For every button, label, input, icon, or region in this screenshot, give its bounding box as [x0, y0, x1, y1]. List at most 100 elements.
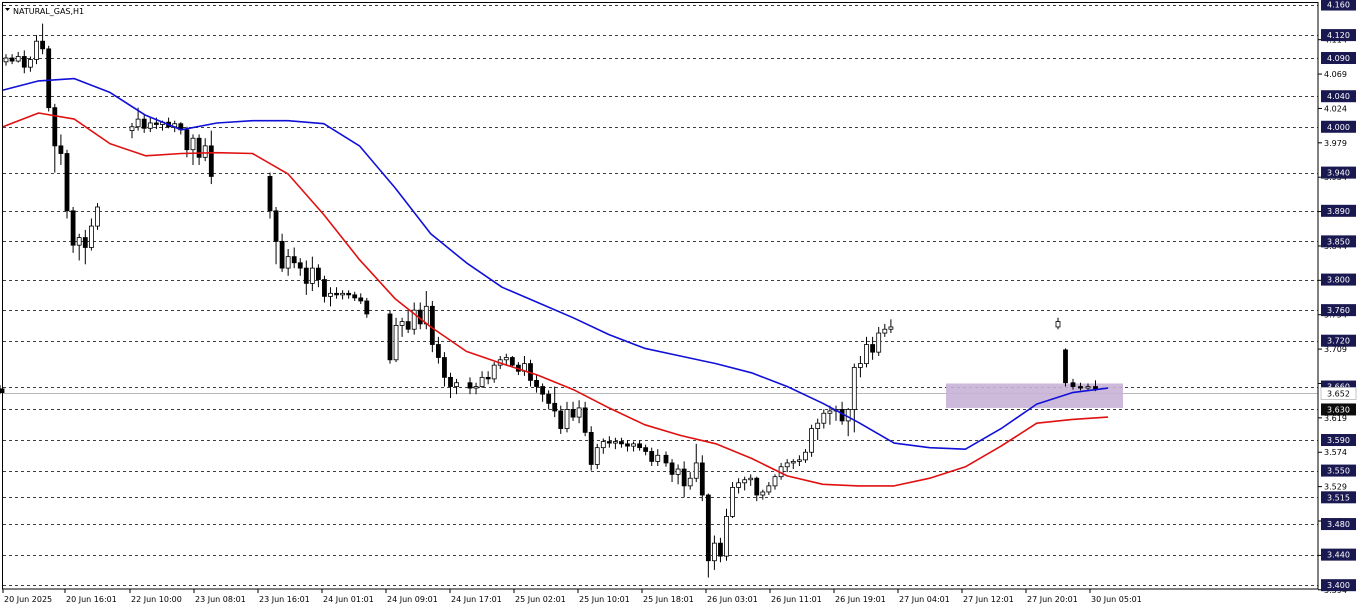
candle-body-bear: [405, 321, 411, 330]
x-tick-label: 23 Jun 08:01: [195, 595, 246, 604]
candle-body-bear: [52, 107, 58, 147]
candle-body-bear: [184, 129, 190, 151]
candle-body-bear: [346, 292, 352, 296]
level-label: 3.760: [1327, 306, 1350, 315]
level-label: 4.040: [1327, 92, 1350, 101]
candle: [631, 441, 636, 452]
candle-body-bear: [82, 237, 88, 248]
y-tick-label: 4.069: [1324, 70, 1347, 79]
candle-body-bull: [576, 407, 582, 418]
candle-body-bear: [291, 256, 297, 264]
candle-body-bear: [387, 313, 393, 361]
candle: [76, 233, 82, 261]
level-label-box: [1321, 204, 1356, 217]
level-label-box: [1321, 273, 1356, 286]
x-tick-label: 24 Jun 09:01: [387, 595, 438, 604]
candle: [1063, 348, 1068, 387]
candle: [273, 206, 279, 265]
candle-body-bear: [442, 357, 447, 378]
candle: [509, 355, 515, 368]
candle: [1078, 382, 1083, 391]
dropdown-arrow-icon[interactable]: [5, 8, 10, 11]
candle-body-bear: [267, 176, 273, 212]
level-label: 3.630: [1327, 405, 1350, 414]
candle: [643, 444, 649, 456]
candle-body-bear: [558, 410, 564, 429]
candle-body-bear: [315, 267, 321, 280]
candle: [687, 472, 693, 490]
candle-body-bear: [754, 477, 760, 496]
candle: [663, 451, 669, 467]
candle: [202, 138, 208, 162]
candle-body-bear: [322, 279, 327, 297]
candle: [888, 319, 894, 334]
candle: [141, 115, 147, 133]
candle-body-bear: [663, 454, 669, 464]
candle: [760, 489, 766, 500]
level-label-box: [1321, 29, 1356, 42]
candle-body-bull: [724, 516, 729, 557]
candle: [600, 438, 606, 454]
candle-body-bear: [303, 267, 309, 284]
y-tick-label: 3.529: [1324, 483, 1347, 492]
candle-body-bear: [546, 393, 552, 404]
candle: [827, 405, 833, 425]
x-tick-label: 26 Jun 11:01: [771, 595, 822, 604]
candle: [570, 401, 576, 421]
candle-body-bear: [46, 48, 52, 109]
candle: [821, 409, 827, 429]
candle: [699, 455, 705, 502]
candle-body-bull: [491, 364, 497, 380]
candle: [815, 418, 821, 441]
level-label-box: [1321, 304, 1356, 317]
candle-body-bull: [454, 382, 459, 387]
candle: [649, 447, 655, 466]
candle: [184, 126, 190, 158]
candle-body-bull: [399, 321, 405, 326]
level-label: 3.890: [1327, 207, 1350, 216]
candle: [655, 449, 661, 466]
level-label-box: [1321, 52, 1356, 65]
x-tick-label: 22 Jun 10:00: [131, 595, 182, 604]
candle: [681, 461, 687, 498]
ma-red-line: [2, 112, 1109, 487]
candle-body-bull: [15, 56, 21, 62]
candle-body-bull: [864, 344, 869, 365]
candle: [297, 258, 303, 276]
candle-body-bull: [190, 137, 196, 151]
candle-body-bull: [730, 486, 735, 517]
level-label-box: [1321, 579, 1356, 592]
candle: [718, 537, 723, 563]
candle: [285, 249, 291, 276]
level-label-box: [1321, 434, 1356, 447]
candle-body-bear: [141, 118, 147, 129]
candle: [340, 290, 346, 300]
candle: [790, 459, 796, 470]
level-label-box: [1321, 464, 1356, 477]
candle: [730, 482, 735, 518]
candle: [364, 297, 370, 318]
candle: [135, 107, 141, 131]
candle: [21, 50, 27, 74]
candle-body-bull: [473, 386, 479, 389]
candle: [291, 247, 297, 269]
candle-body-bear: [196, 137, 202, 158]
candle: [208, 130, 214, 185]
candle-body-bull: [423, 305, 429, 325]
candle-body-bear: [279, 240, 285, 269]
y-tick-label: 4.024: [1324, 104, 1347, 113]
candle: [625, 440, 630, 452]
candle: [303, 260, 309, 295]
candle: [540, 383, 545, 402]
level-label: 3.800: [1327, 276, 1350, 285]
x-tick-label: 25 Jun 02:01: [515, 595, 566, 604]
candle: [411, 302, 417, 335]
candle: [89, 218, 94, 251]
candle: [754, 476, 760, 502]
candle: [473, 382, 479, 395]
level-label: 4.090: [1327, 54, 1350, 63]
candle: [405, 310, 411, 334]
candle: [82, 229, 88, 265]
candle-body-bull: [340, 292, 346, 296]
